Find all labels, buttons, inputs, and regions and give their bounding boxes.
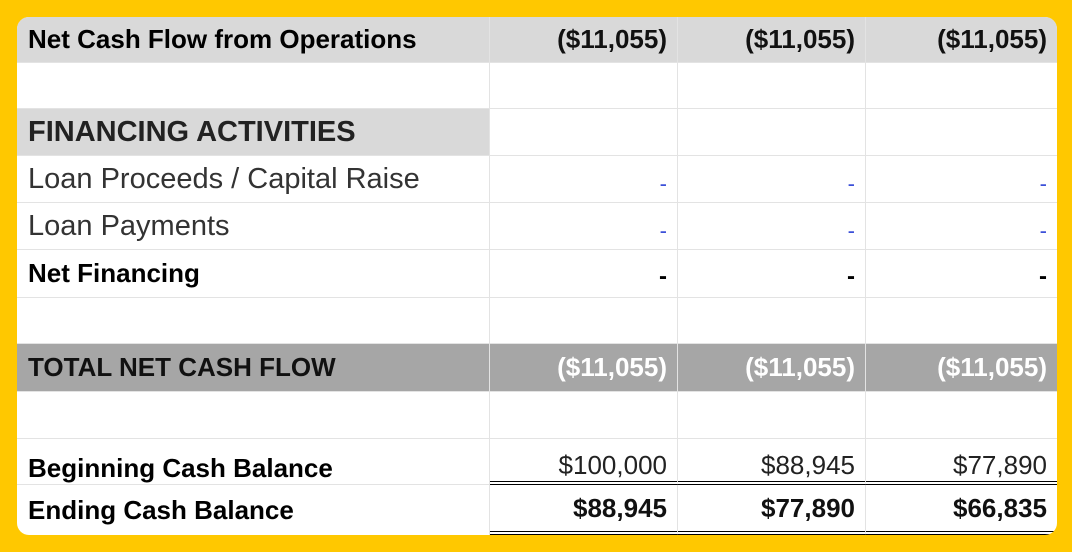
value-cell[interactable]: $77,890 [678,485,866,535]
spreadsheet-frame: Net Cash Flow from Operations ($11,055) … [17,17,1057,535]
value-cell[interactable]: ($11,055) [678,344,866,392]
row-label[interactable]: Net Financing [17,250,490,298]
empty-row [17,63,1057,109]
value-cell[interactable]: - [490,250,678,298]
value-cell[interactable]: $100,000 [490,439,678,485]
empty-cell[interactable] [866,109,1057,156]
row-label[interactable]: Beginning Cash Balance [17,439,490,485]
value-cell[interactable]: ($11,055) [866,17,1057,63]
empty-cell[interactable] [678,63,866,109]
empty-cell[interactable] [490,298,678,344]
value-cell[interactable]: - [866,203,1057,250]
empty-cell[interactable] [678,392,866,439]
empty-cell[interactable] [866,298,1057,344]
empty-cell[interactable] [490,109,678,156]
empty-cell[interactable] [678,109,866,156]
section-header[interactable]: FINANCING ACTIVITIES [17,109,490,156]
value-cell[interactable]: ($11,055) [490,344,678,392]
empty-cell[interactable] [17,298,490,344]
value-cell[interactable]: - [678,203,866,250]
value-cell[interactable]: $88,945 [678,439,866,485]
row-beginning-cash-balance: Beginning Cash Balance $100,000 $88,945 … [17,439,1057,485]
empty-row [17,298,1057,344]
empty-cell[interactable] [17,392,490,439]
value-cell[interactable]: - [490,156,678,203]
row-label[interactable]: TOTAL NET CASH FLOW [17,344,490,392]
value-cell[interactable]: ($11,055) [490,17,678,63]
empty-cell[interactable] [866,63,1057,109]
value-cell[interactable]: - [678,250,866,298]
row-loan-proceeds: Loan Proceeds / Capital Raise - - - [17,156,1057,203]
empty-row [17,392,1057,439]
value-cell[interactable]: ($11,055) [866,344,1057,392]
empty-cell[interactable] [490,63,678,109]
empty-cell[interactable] [866,392,1057,439]
value-cell[interactable]: - [678,156,866,203]
empty-cell[interactable] [678,298,866,344]
row-total-net-cash-flow: TOTAL NET CASH FLOW ($11,055) ($11,055) … [17,344,1057,392]
row-net-financing: Net Financing - - - [17,250,1057,298]
row-label[interactable]: Loan Proceeds / Capital Raise [17,156,490,203]
value-cell[interactable]: - [490,203,678,250]
row-loan-payments: Loan Payments - - - [17,203,1057,250]
row-ending-cash-balance: Ending Cash Balance $88,945 $77,890 $66,… [17,485,1057,535]
empty-cell[interactable] [490,392,678,439]
row-financing-activities-header: FINANCING ACTIVITIES [17,109,1057,156]
value-cell[interactable]: $66,835 [866,485,1057,535]
row-net-cash-flow-operations: Net Cash Flow from Operations ($11,055) … [17,17,1057,63]
row-label[interactable]: Ending Cash Balance [17,485,490,535]
value-cell[interactable]: - [866,156,1057,203]
value-cell[interactable]: $88,945 [490,485,678,535]
value-cell[interactable]: ($11,055) [678,17,866,63]
row-label[interactable]: Loan Payments [17,203,490,250]
row-label[interactable]: Net Cash Flow from Operations [17,17,490,63]
value-cell[interactable]: $77,890 [866,439,1057,485]
value-cell[interactable]: - [866,250,1057,298]
empty-cell[interactable] [17,63,490,109]
